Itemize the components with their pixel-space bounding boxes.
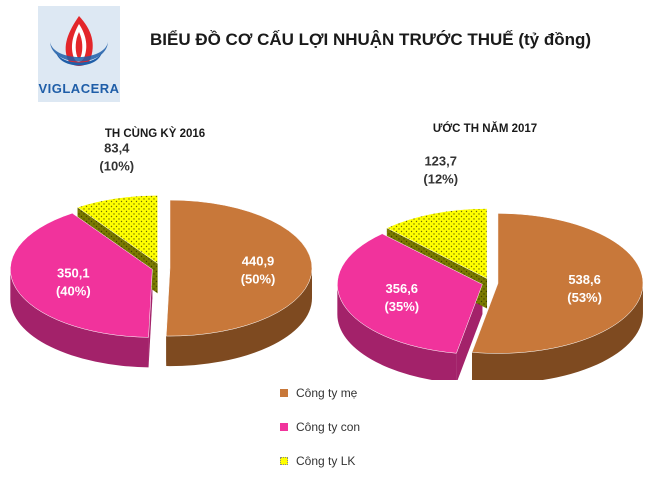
pie-slice-associate: [76, 195, 158, 264]
flame-logo-icon: [50, 16, 108, 66]
legend-swatch-associate: [280, 457, 288, 465]
data-label-value: 356,6: [386, 281, 419, 296]
data-label-percent: (40%): [56, 283, 91, 298]
data-label-value: 83,4: [104, 140, 130, 155]
legend: Công ty mẹ Công ty con Công ty LK: [280, 385, 480, 487]
legend-item-parent: Công ty mẹ: [280, 385, 480, 401]
legend-swatch-parent: [280, 389, 288, 397]
viglacera-logo: VIGLACERA: [38, 6, 120, 102]
data-label-value: 123,7: [424, 154, 457, 169]
slice-side-subsidiary: [10, 269, 149, 368]
pie-slice-subsidiary: [337, 233, 483, 354]
logo-text: VIGLACERA: [38, 81, 120, 96]
legend-label-parent: Công ty mẹ: [296, 386, 358, 400]
data-label-percent: (10%): [99, 158, 134, 173]
pie-slice-associate: [386, 208, 488, 279]
slice-side-parent: [166, 268, 312, 367]
pie-charts: TH CÙNG KỲ 2016 440,9 (50%) 350,1 (40%) 83,4 (…: [10, 122, 644, 380]
data-label-value: 440,9: [242, 254, 275, 269]
data-label-percent: (12%): [423, 172, 458, 187]
data-label-percent: (53%): [567, 290, 602, 305]
data-label-value: 350,1: [57, 265, 90, 280]
pie-slice-subsidiary: [10, 212, 153, 338]
data-label-percent: (50%): [241, 272, 276, 287]
pie-chart-1: TH CÙNG KỲ 2016 440,9 (50%) 350,1 (40%) 83,4 (…: [10, 127, 313, 368]
data-label-value: 538,6: [568, 272, 601, 287]
legend-label-subsidiary: Công ty con: [296, 420, 361, 434]
slice-side-parent: [472, 283, 643, 380]
pie-slice-parent: [471, 213, 644, 354]
legend-swatch-subsidiary: [280, 423, 288, 431]
pie-slice-parent: [165, 199, 313, 337]
pie-title: TH CÙNG KỲ 2016: [105, 127, 205, 140]
data-label-percent: (35%): [384, 299, 419, 314]
pie-chart-2: ƯỚC TH NĂM 2017 538,6 (53%) 356,6 (35%) 123,7…: [337, 122, 644, 380]
slice-side-subsidiary: [337, 284, 457, 380]
legend-label-associate: Công ty LK: [296, 454, 356, 468]
pie-title: ƯỚC TH NĂM 2017: [433, 122, 537, 135]
chart-title: BIỂU ĐỒ CƠ CẤU LỢI NHUẬN TRƯỚC THUẾ (tỷ …: [150, 30, 592, 49]
legend-item-subsidiary: Công ty con: [280, 419, 480, 435]
legend-item-associate: Công ty LK: [280, 453, 480, 469]
